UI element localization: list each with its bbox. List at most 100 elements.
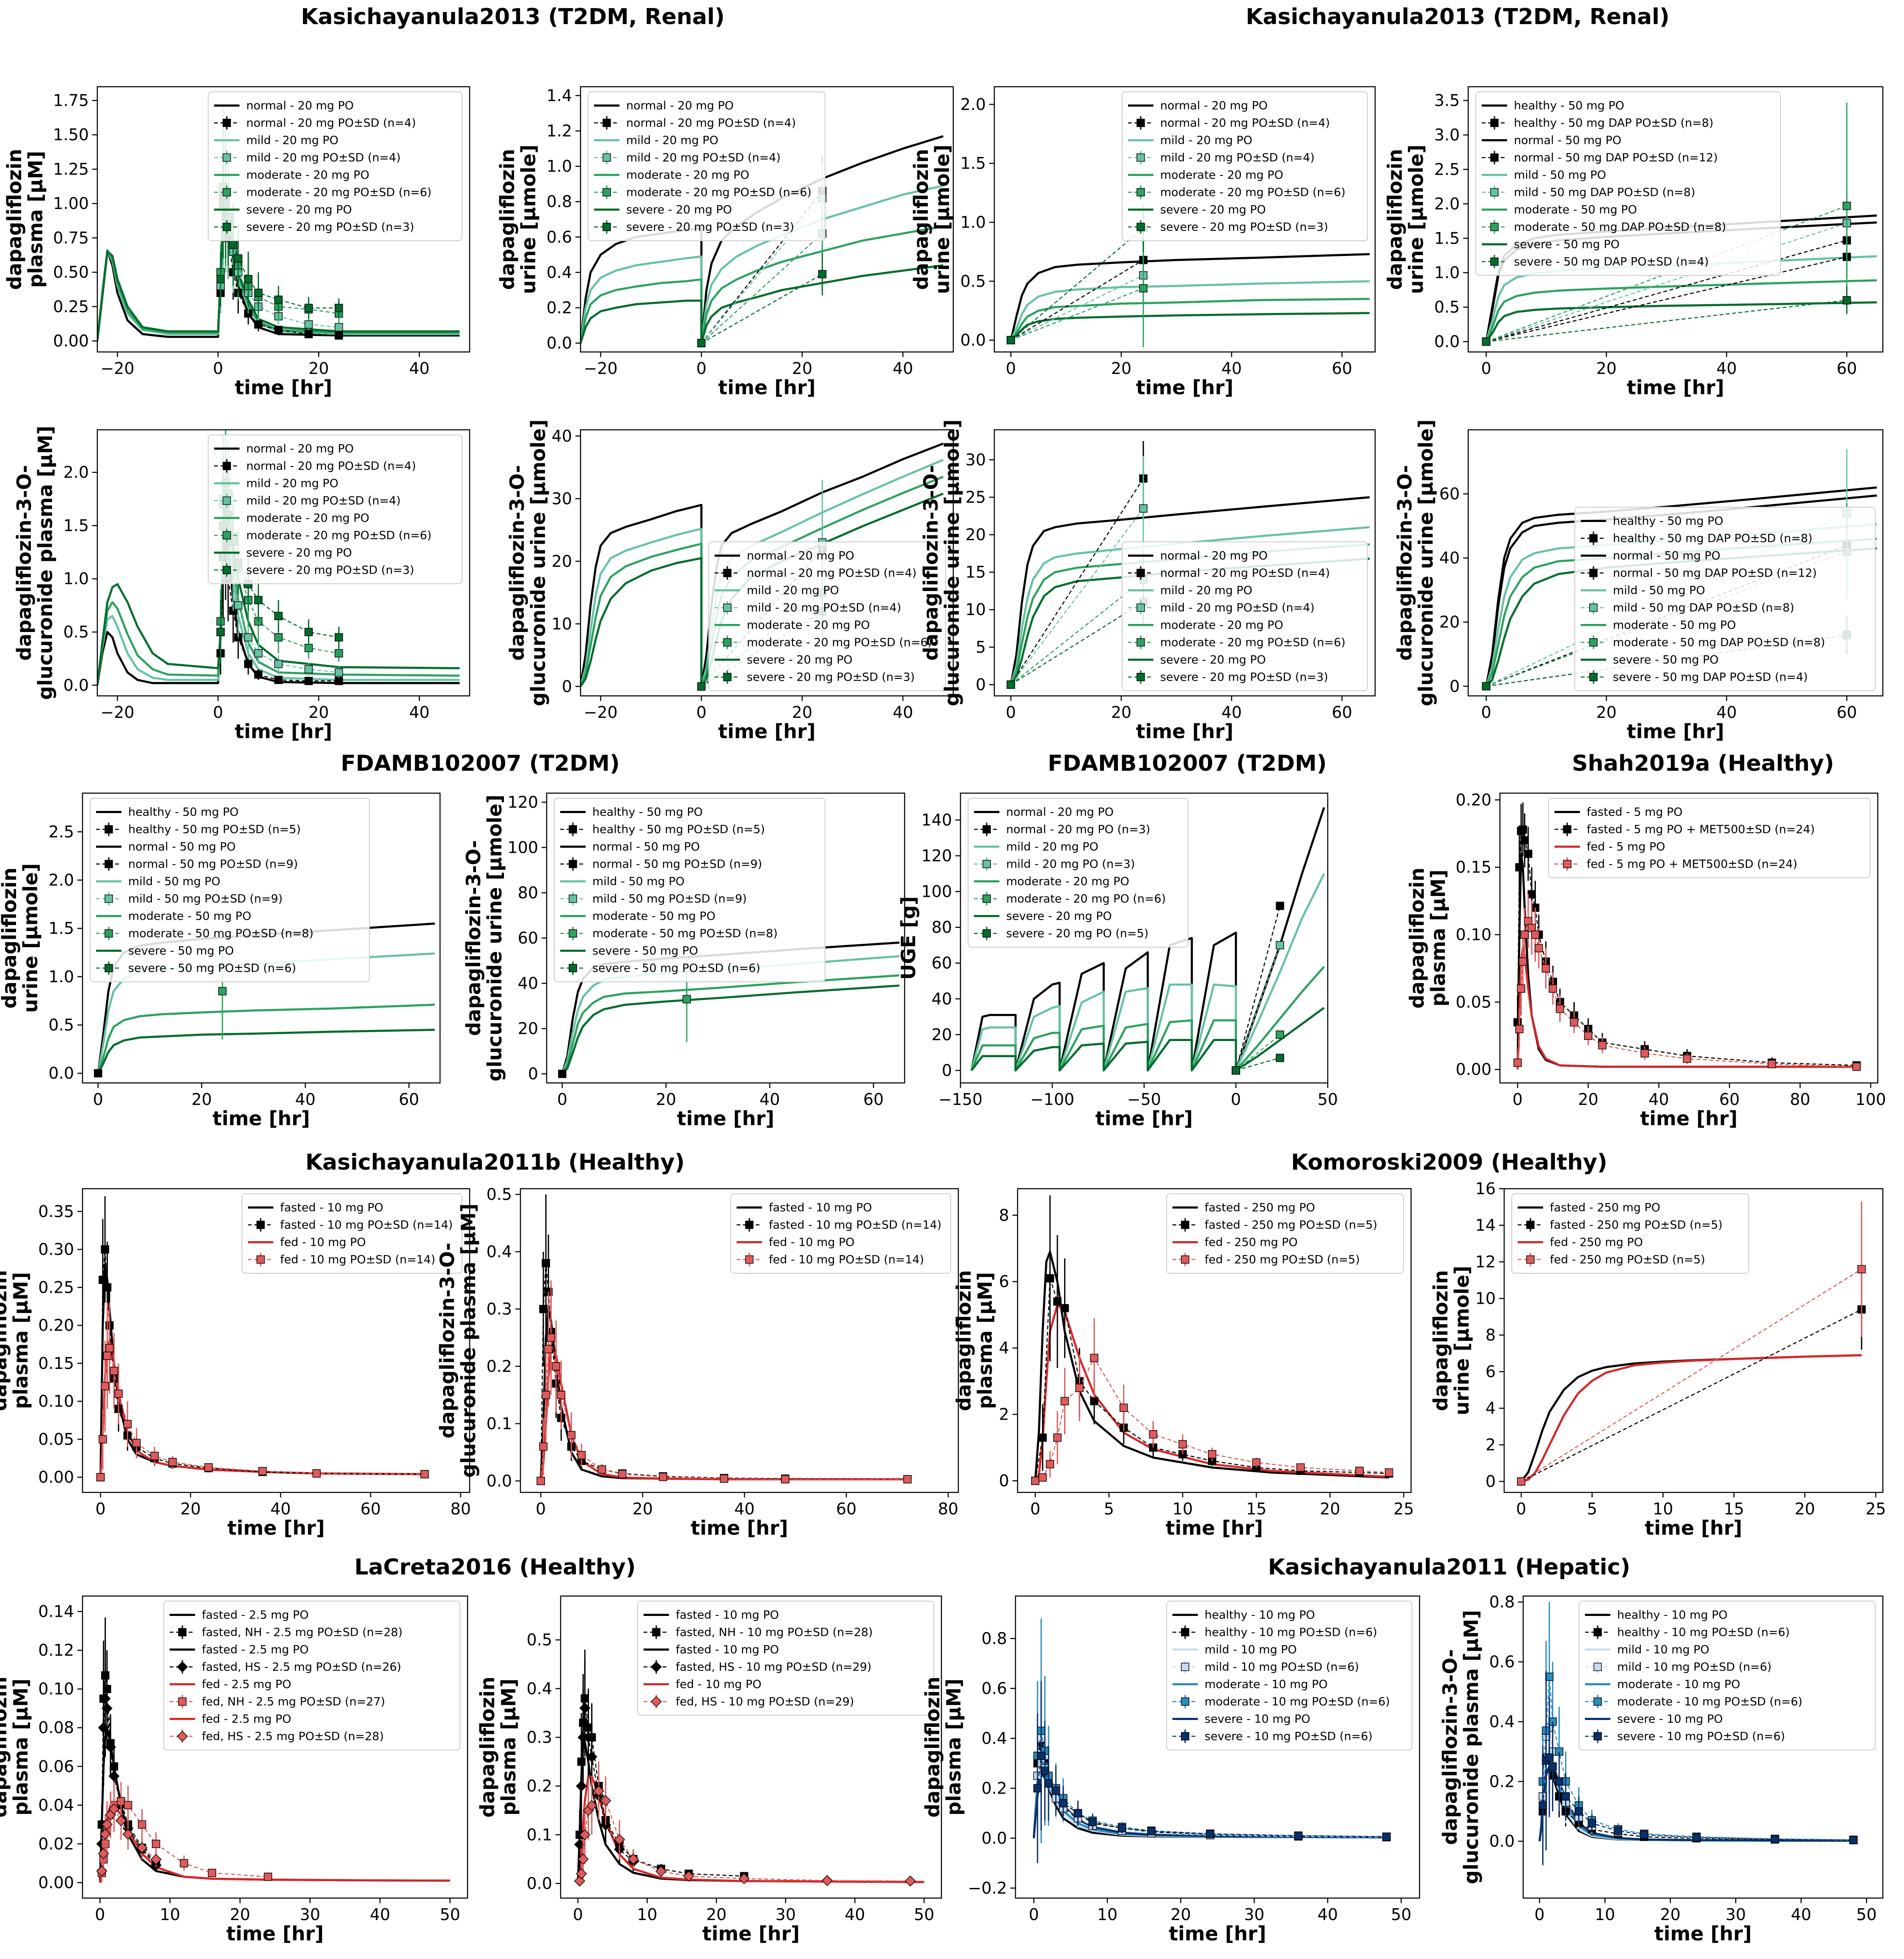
series-group: [96, 1196, 429, 1481]
legend-box: [554, 798, 825, 982]
chart-panel-p5-3: 0 10 20 30 40 50 −0.2 0.0 0.2 0.4 0.6 0.8 time [hr] d…: [921, 1595, 1420, 1945]
group-title-shah: Shah2019a (Healthy): [1572, 751, 1834, 776]
data-point: [122, 1828, 134, 1840]
x-tick-label: 20: [1660, 1905, 1681, 1924]
data-point: [1527, 890, 1536, 898]
legend-swatch-marker: [176, 1661, 188, 1673]
data-point: [99, 1435, 107, 1444]
legend-swatch-marker: [178, 1628, 187, 1637]
data-point: [254, 288, 263, 297]
x-tick-label: 0: [1516, 1500, 1526, 1518]
y-tick-label: 0.20: [1456, 791, 1491, 809]
series-line: [1485, 279, 1877, 342]
x-tick-label: 0: [1535, 1905, 1545, 1924]
data-point: [1524, 849, 1533, 858]
legend-label: severe - 20 mg PO±SD (n=3): [246, 564, 414, 577]
data-point: [1046, 1274, 1054, 1283]
x-tick-label: 10: [1097, 1905, 1117, 1924]
plot-frame: [1017, 1188, 1412, 1493]
data-point: [1120, 1404, 1128, 1412]
legend-label: mild - 10 mg PO: [1617, 1643, 1709, 1657]
data-point: [1640, 1830, 1648, 1839]
y-tick-label: 80: [518, 883, 538, 902]
data-line: [1235, 906, 1281, 1071]
x-tick-label: 50: [914, 1905, 934, 1924]
data-point: [304, 665, 313, 673]
x-tick-label: 20: [792, 703, 812, 722]
legend-swatch-marker: [569, 964, 577, 973]
plot-frame: [546, 792, 905, 1084]
data-point: [96, 1473, 105, 1481]
data-point: [577, 1451, 586, 1459]
legend-label: healthy - 50 mg DAP PO±SD (n=8): [1514, 117, 1714, 130]
data-point: [1570, 1018, 1579, 1027]
x-tick-label: 40: [409, 359, 429, 378]
data-point: [312, 1469, 321, 1478]
legend-label: fed - 2.5 mg PO: [202, 1678, 291, 1691]
legend: healthy - 10 mg PO healthy - 10 mg PO±SD …: [1166, 1601, 1412, 1750]
legend-swatch-marker: [1526, 1255, 1535, 1264]
y-tick-label: 1.0: [1434, 264, 1460, 282]
x-tick-label: 0: [1030, 1500, 1040, 1518]
legend-swatch-marker: [256, 1220, 265, 1229]
x-axis-label: time [hr]: [702, 1922, 800, 1945]
y-axis-label: glucuronide plasma [µM]: [34, 426, 57, 700]
data-point: [1683, 1054, 1692, 1063]
y-axis-label: plasma [µM]: [497, 1679, 520, 1816]
legend-label: moderate - 50 mg PO±SD (n=8): [128, 927, 314, 940]
legend-label: mild - 10 mg PO: [1205, 1643, 1297, 1657]
legend-label: severe - 10 mg PO±SD (n=6): [1205, 1730, 1373, 1743]
y-tick-label: 0.00: [53, 332, 89, 350]
y-tick-label: 20: [518, 1019, 538, 1038]
legend-label: normal - 50 mg DAP PO±SD (n=12): [1613, 567, 1817, 580]
data-point: [1517, 1477, 1525, 1486]
y-tick-label: 0.05: [1456, 993, 1491, 1011]
data-point: [335, 668, 343, 677]
x-tick-label: 0: [1481, 703, 1491, 722]
legend-label: fasted - 10 mg PO: [769, 1201, 872, 1214]
legend-label: moderate - 20 mg PO±SD (n=6): [1160, 186, 1345, 199]
x-tick-label: 50: [1856, 1905, 1876, 1924]
data-point: [586, 1751, 597, 1763]
legend-label: severe - 20 mg PO: [246, 203, 352, 217]
data-point: [229, 240, 237, 249]
x-tick-label: 0: [1006, 359, 1016, 378]
legend-swatch-marker: [603, 188, 611, 197]
y-tick-label: 0: [528, 1065, 538, 1083]
y-axis-label: dapagliflozin: [1406, 868, 1428, 1008]
legend-swatch-marker: [105, 825, 113, 834]
legend-swatch-marker: [1181, 1255, 1189, 1264]
legend-swatch-marker: [745, 1255, 754, 1264]
data-point: [905, 1875, 916, 1887]
data-line: [1010, 275, 1144, 341]
data-point: [234, 254, 242, 263]
series-group: [97, 430, 460, 686]
data-point: [627, 1853, 639, 1865]
data-point: [1520, 836, 1529, 845]
legend-label: healthy - 50 mg DAP PO±SD (n=8): [1613, 532, 1813, 545]
plot-frame: [1503, 1188, 1884, 1493]
data-point: [903, 1475, 912, 1484]
data-point: [264, 1872, 272, 1881]
x-tick-label: 30: [1725, 1905, 1746, 1924]
legend-label: moderate - 10 mg PO±SD (n=6): [1205, 1695, 1390, 1709]
data-point: [1548, 1762, 1557, 1771]
x-axis-label: time [hr]: [227, 1517, 325, 1539]
data-point: [1771, 1835, 1779, 1844]
x-axis-label: time [hr]: [1166, 1517, 1263, 1539]
legend-swatch-marker: [1136, 118, 1145, 127]
legend-label: severe - 20 mg PO: [1006, 910, 1112, 923]
y-tick-label: 0.4: [527, 1679, 552, 1698]
data-point: [1852, 1063, 1861, 1071]
x-tick-label: 30: [300, 1905, 320, 1924]
data-point: [1535, 944, 1543, 953]
data-point: [335, 331, 343, 340]
series-line: [561, 984, 900, 1075]
data-point: [1520, 930, 1529, 939]
data-point: [335, 323, 343, 332]
data-point: [683, 1871, 694, 1882]
x-tick-label: 60: [1332, 359, 1352, 378]
data-point: [1007, 336, 1015, 344]
legend-swatch-marker: [1563, 860, 1571, 868]
